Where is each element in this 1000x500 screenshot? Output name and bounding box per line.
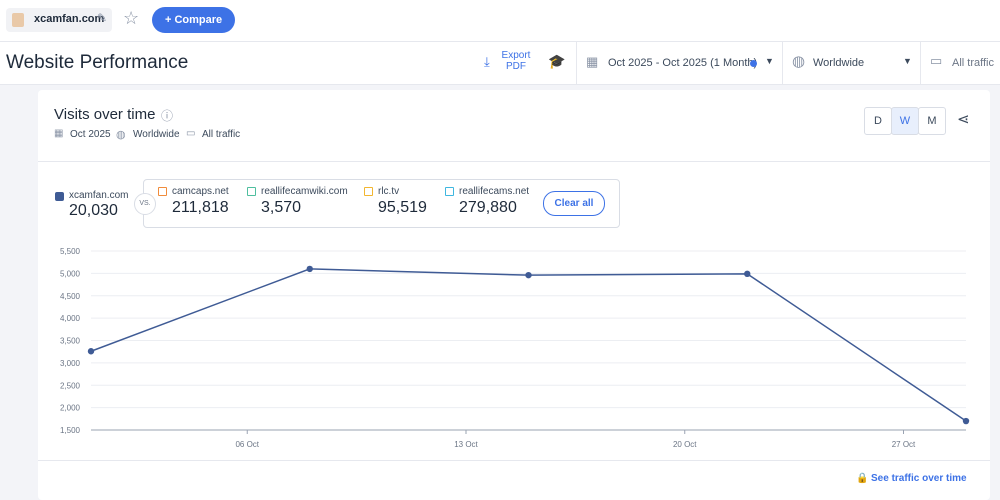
star-icon[interactable]: ☆: [123, 8, 140, 28]
card: Visits over time ⓘ ▦ Oct 2025 ◍ Worldwid…: [38, 90, 990, 500]
checkbox[interactable]: [158, 187, 167, 196]
traffic-link[interactable]: See traffic over time: [871, 473, 967, 484]
calendar-icon: ▦: [54, 128, 64, 139]
competitor-total: 211,818: [172, 199, 229, 216]
traffic-select[interactable]: All traffic: [952, 57, 994, 69]
y-tick-label: 3,500: [60, 337, 81, 346]
checkbox[interactable]: [445, 187, 454, 196]
favicon: [12, 13, 24, 27]
export-line: PDF: [506, 61, 526, 72]
legend-total: 20,030: [69, 202, 118, 219]
divider: [920, 42, 921, 84]
divider: [576, 42, 577, 84]
competitor-total: 279,880: [459, 199, 517, 216]
edit-icon[interactable]: ✎: [97, 11, 108, 25]
globe-icon: ◍: [116, 129, 126, 141]
compare-label: Compare: [174, 14, 223, 26]
data-point: [87, 348, 95, 355]
series-line: [90, 268, 967, 422]
academy-icon[interactable]: 🎓: [548, 53, 566, 69]
divider: [38, 161, 990, 162]
info-icon[interactable]: ⓘ: [161, 109, 174, 123]
lock-icon: 🔒: [856, 473, 869, 484]
x-tick-label: 06 Oct: [235, 440, 259, 449]
checkbox[interactable]: [364, 187, 373, 196]
competitor-total: 95,519: [378, 199, 427, 216]
competitor-total: 3,570: [261, 199, 302, 216]
dropdown-caret[interactable]: ▼: [765, 56, 774, 66]
device-icon: ▭: [930, 53, 943, 68]
export-icon: ⤓: [484, 54, 490, 69]
export-line: Export: [501, 50, 531, 61]
competitor-name: reallifecams.net: [459, 186, 530, 197]
chart: 1,500 2,000 2,500 3,000 3,500 4,000 4,500 5,000…: [60, 247, 970, 449]
globe-icon: ◍: [792, 53, 806, 70]
y-tick-label: 1,500: [60, 426, 81, 435]
y-tick-label: 2,000: [60, 404, 81, 413]
legend-name: xcamfan.com: [69, 190, 129, 201]
data-point: [962, 417, 970, 425]
share-icon[interactable]: ⋖: [957, 111, 970, 128]
x-tick-label: 20 Oct: [673, 440, 697, 449]
data-point: [525, 271, 532, 279]
divider: [782, 42, 783, 84]
header: Website Performance ⤓ Export PDF 🎓 ▦ Oct…: [0, 42, 1000, 85]
y-tick-label: 3,000: [60, 359, 81, 368]
x-tick-label: 27 Oct: [892, 440, 916, 449]
card-date: Oct 2025: [70, 129, 111, 140]
data-point: [744, 270, 751, 278]
calendar-icon: ▦: [586, 54, 599, 69]
card-region: Worldwide: [133, 129, 180, 140]
competitor-name: camcaps.net: [172, 186, 229, 197]
dropdown-caret[interactable]: ▼: [903, 56, 912, 66]
page-title: Website Performance: [6, 52, 189, 73]
competitor-name: reallifecamwiki.com: [261, 186, 348, 197]
granularity-button[interactable]: M: [918, 107, 946, 135]
card-traffic: All traffic: [202, 129, 241, 140]
x-tick-label: 13 Oct: [454, 440, 478, 449]
top-bar: xcamfan.com ✎ ☆ + Compare: [0, 0, 1000, 42]
export-button[interactable]: Export PDF: [500, 50, 532, 72]
y-tick-label: 5,000: [60, 269, 81, 278]
device-icon: ▭: [186, 128, 196, 139]
status-dot: [750, 60, 757, 67]
y-tick-label: 4,000: [60, 314, 81, 323]
data-point: [306, 265, 313, 273]
divider: [38, 460, 990, 461]
checkbox[interactable]: [247, 187, 256, 196]
y-tick-label: 5,500: [60, 247, 81, 256]
compare-button[interactable]: + Compare: [152, 7, 235, 33]
region-select[interactable]: Worldwide: [813, 57, 865, 69]
y-tick-label: 2,500: [60, 381, 81, 390]
date-range[interactable]: Oct 2025 - Oct 2025 (1 Month): [608, 57, 758, 69]
y-tick-label: 4,500: [60, 292, 81, 301]
granularity-button[interactable]: W: [891, 107, 919, 135]
competitor-name: rlc.tv: [378, 186, 400, 197]
card-title: Visits over time: [54, 106, 156, 123]
vs-badge: VS.: [134, 193, 156, 215]
site-name: xcamfan.com: [34, 13, 105, 25]
clear-all-button[interactable]: Clear all: [543, 191, 605, 216]
checkbox[interactable]: [55, 192, 64, 201]
